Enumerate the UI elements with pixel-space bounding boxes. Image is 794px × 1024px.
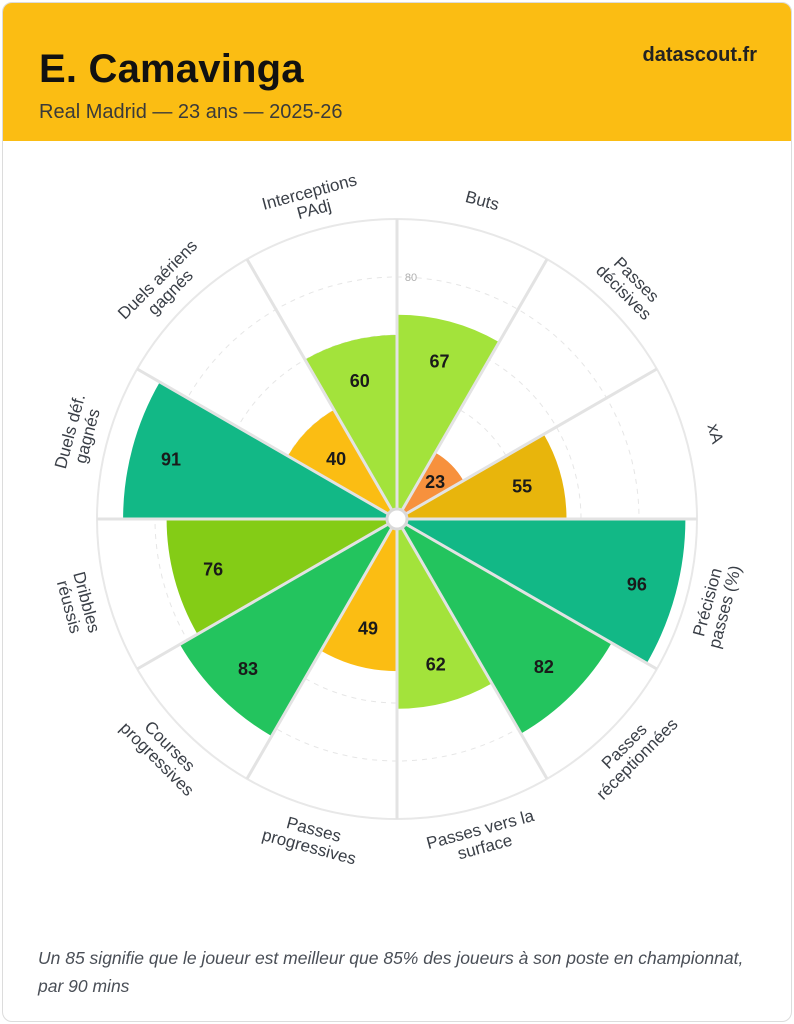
- radar-value-label: 49: [358, 618, 378, 638]
- radar-spoke: [404, 522, 658, 671]
- radar-category-label-line: xA: [704, 422, 728, 447]
- radar-category-label-line: Buts: [463, 187, 501, 214]
- radar-center: [385, 507, 409, 531]
- radar-bars: [123, 314, 686, 737]
- radar-value-label: 23: [425, 472, 445, 492]
- radar-category-label: Buts: [463, 187, 501, 214]
- radar-value-label: 83: [238, 659, 258, 679]
- radar-bar: [287, 409, 392, 514]
- radar-value-label: 91: [161, 449, 181, 469]
- radar-spoke: [400, 526, 549, 780]
- radar-value-label: 76: [203, 559, 223, 579]
- radar-bar: [320, 527, 397, 672]
- radar-dividers: [97, 219, 697, 819]
- radar-bar: [397, 314, 500, 511]
- brand-name: datascout.fr: [642, 44, 757, 66]
- radar-bar: [405, 434, 567, 519]
- radar-bar: [405, 519, 686, 664]
- radar-category-label: Duels déf.gagnés: [51, 392, 104, 471]
- player-name: E. Camavinga: [39, 47, 304, 91]
- radar-bar: [123, 382, 389, 519]
- radar-value-label: 55: [512, 476, 532, 496]
- radar-value-labels: 67 23 55 96 82 62 49 83 76 91 40 60: [161, 351, 647, 679]
- radar-spoke: [136, 522, 390, 671]
- radar-value-label: 67: [430, 351, 450, 371]
- radar-category-label: xA: [704, 422, 728, 447]
- radar-spoke: [245, 258, 394, 512]
- radar-value-label: 82: [534, 657, 554, 677]
- radar-bar: [402, 452, 464, 514]
- radar-bar: [179, 524, 392, 737]
- footnote: Un 85 signifie que le joueur est meilleu…: [38, 948, 744, 996]
- radar-value-label: 40: [326, 449, 346, 469]
- radar-bar: [402, 524, 612, 734]
- radar-ring-tick-label: 80: [405, 272, 417, 284]
- radar-spoke: [404, 367, 658, 516]
- radar-bar: [305, 335, 397, 511]
- radar-bar: [166, 519, 389, 635]
- radar-value-label: 96: [627, 574, 647, 594]
- player-subtitle: Real Madrid — 23 ans — 2025-26: [39, 101, 343, 123]
- radar-spoke: [400, 258, 549, 512]
- radar-bar: [397, 527, 492, 709]
- radar-spoke: [136, 367, 390, 516]
- radar-value-label: 60: [350, 371, 370, 391]
- radar-value-label: 62: [426, 655, 446, 675]
- header-banner: E. Camavinga Real Madrid — 23 ans — 2025…: [3, 3, 791, 141]
- radar-spoke: [245, 526, 394, 780]
